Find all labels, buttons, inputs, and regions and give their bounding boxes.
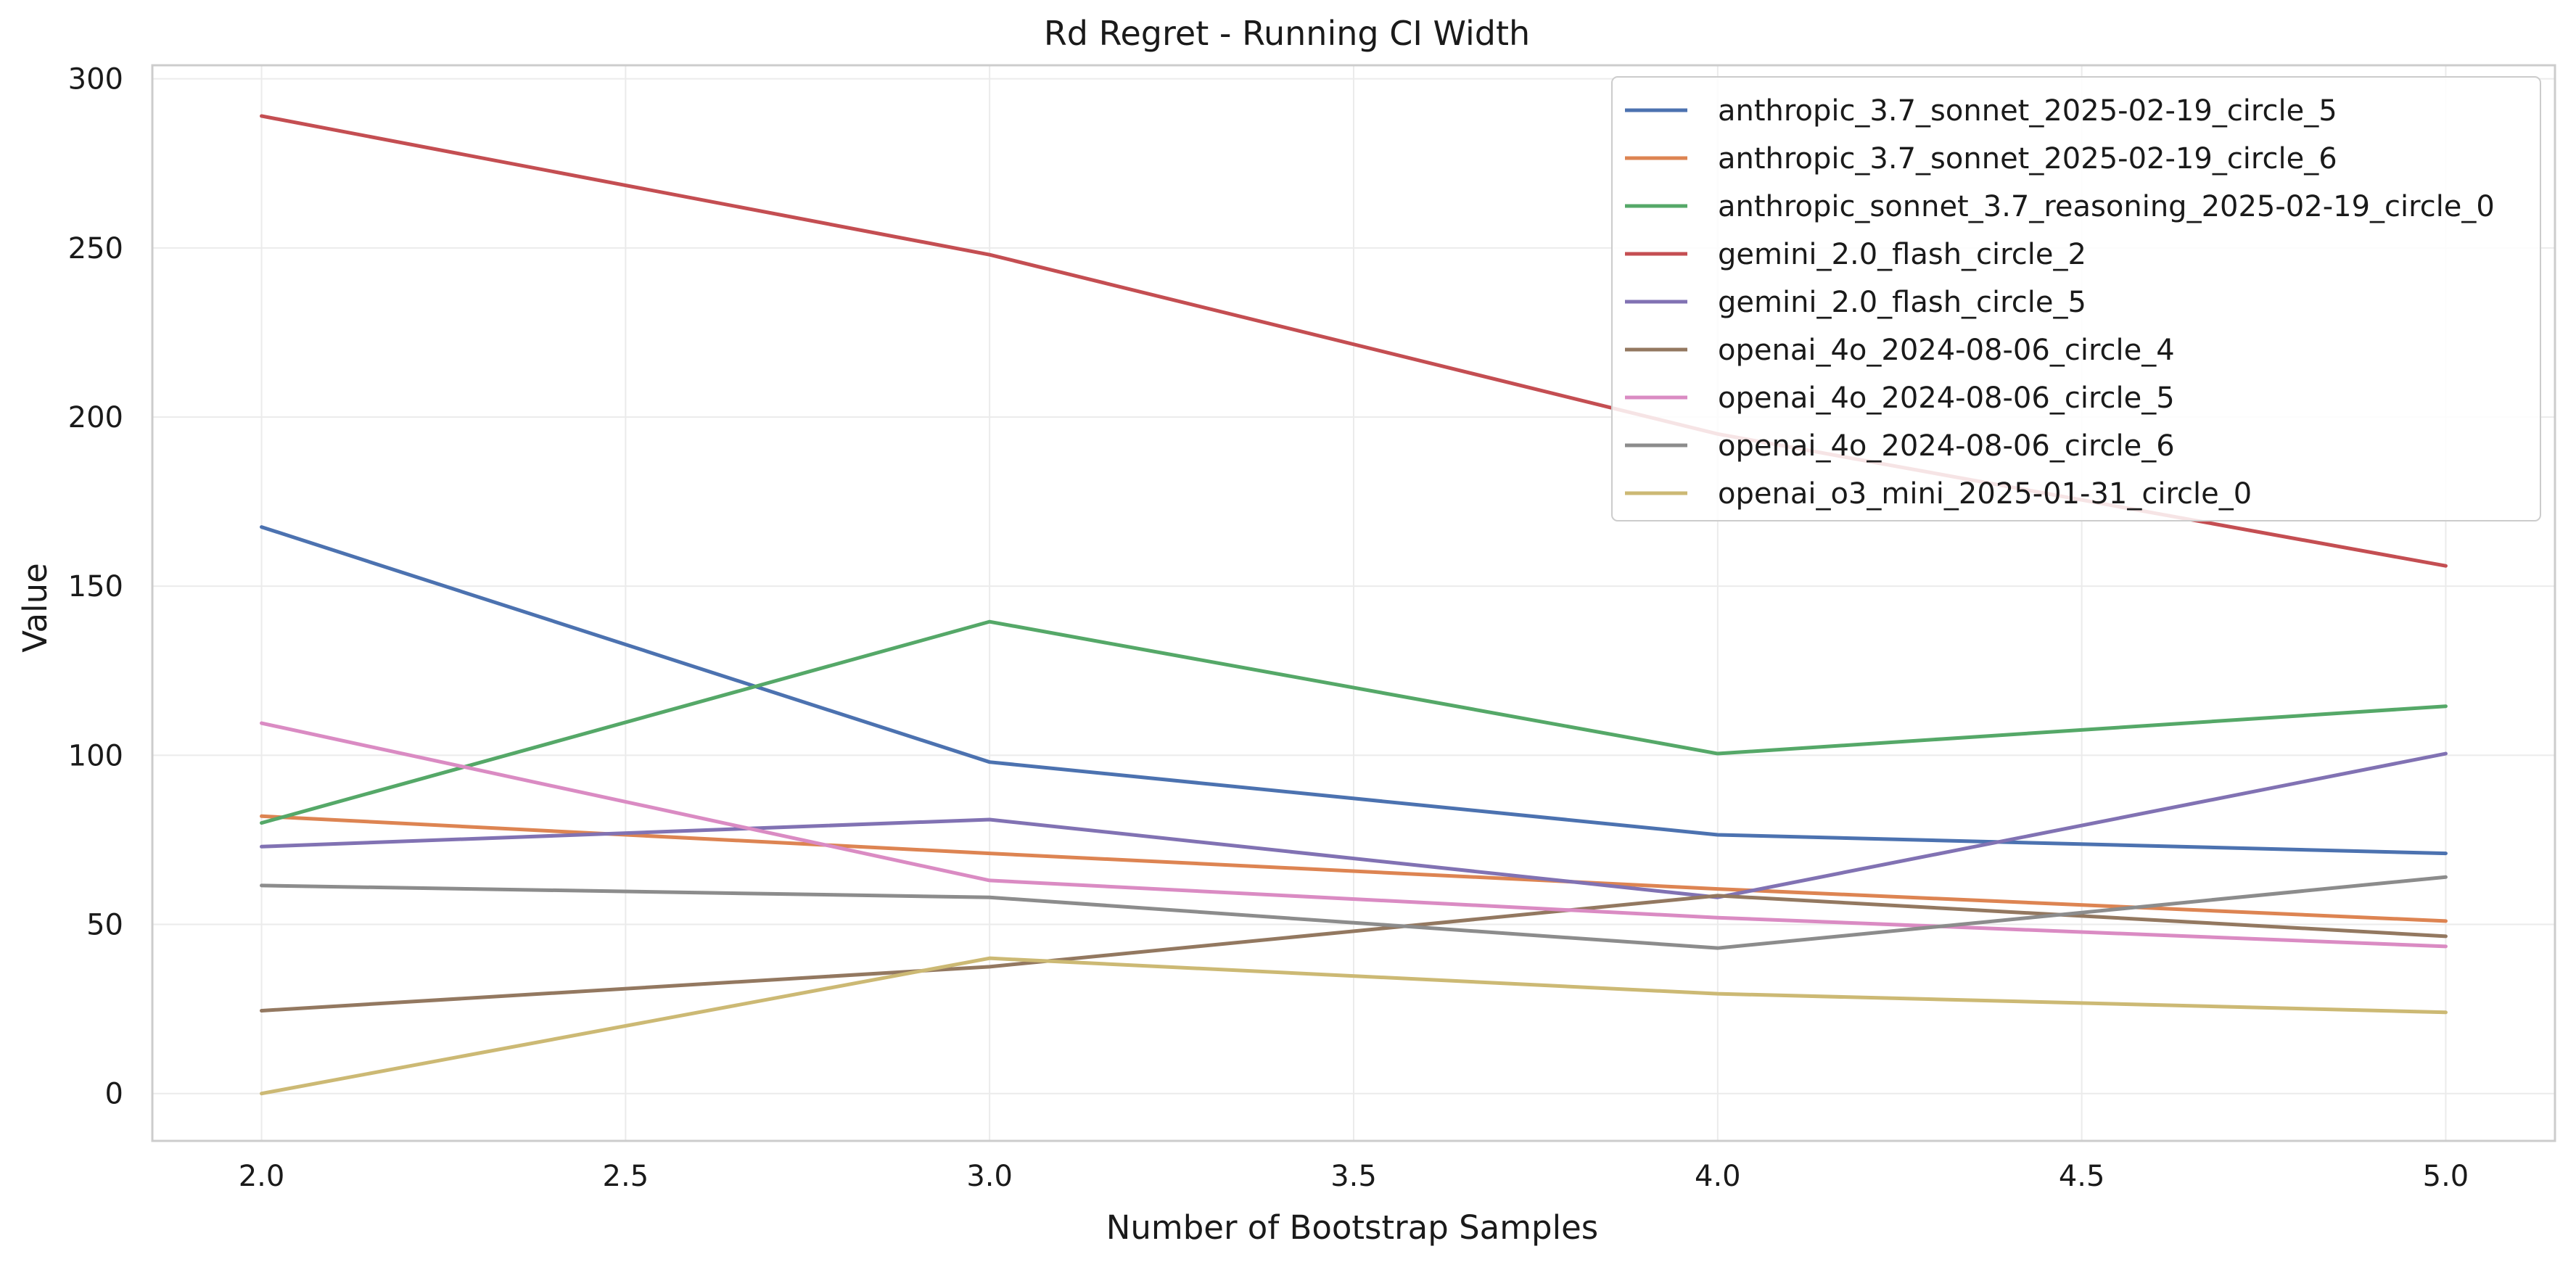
series-line-0: [260, 525, 2448, 856]
legend-entry: openai_4o_2024-08-06_circle_5: [1718, 382, 2175, 415]
legend-entry: openai_4o_2024-08-06_circle_6: [1718, 429, 2175, 463]
y-tick-label: 150: [68, 570, 123, 603]
legend-entry: openai_o3_mini_2025-01-31_circle_0: [1718, 477, 2252, 511]
legend-entry: gemini_2.0_flash_circle_2: [1718, 238, 2086, 271]
series-line-7: [260, 875, 2448, 950]
y-tick-label: 50: [86, 909, 123, 942]
y-tick-label: 100: [68, 739, 123, 772]
series-line-8: [260, 956, 2448, 1096]
legend: anthropic_3.7_sonnet_2025-02-19_circle_5…: [1611, 76, 2541, 521]
series-line-2: [260, 619, 2448, 825]
series-line-5: [260, 894, 2448, 1013]
x-tick-label: 4.5: [2059, 1160, 2105, 1193]
y-tick-label: 250: [68, 232, 123, 265]
x-tick-label: 3.5: [1330, 1160, 1377, 1193]
x-tick-label: 5.0: [2423, 1160, 2469, 1193]
legend-entry: anthropic_3.7_sonnet_2025-02-19_circle_5: [1718, 94, 2337, 128]
chart-title: Rd Regret - Running CI Width: [1044, 14, 1530, 53]
series-line-6: [260, 721, 2448, 949]
y-tick-label: 200: [68, 401, 123, 434]
legend-entry: openai_4o_2024-08-06_circle_4: [1718, 334, 2175, 367]
y-axis-label: Value: [16, 563, 54, 653]
series-line-4: [260, 751, 2448, 899]
x-tick-label: 4.0: [1695, 1160, 1741, 1193]
x-tick-label: 2.0: [239, 1160, 285, 1193]
x-tick-label: 2.5: [603, 1160, 649, 1193]
plot-frame: [151, 64, 2556, 1142]
legend-entry: anthropic_sonnet_3.7_reasoning_2025-02-1…: [1718, 190, 2495, 223]
y-tick-label: 0: [105, 1078, 123, 1111]
legend-entry: gemini_2.0_flash_circle_5: [1718, 286, 2086, 319]
legend-box: [1611, 76, 2541, 521]
x-tick-label: 3.0: [966, 1160, 1013, 1193]
x-axis-label: Number of Bootstrap Samples: [1106, 1208, 1599, 1247]
legend-entry: anthropic_3.7_sonnet_2025-02-19_circle_6: [1718, 142, 2337, 176]
y-tick-label: 300: [68, 63, 123, 96]
